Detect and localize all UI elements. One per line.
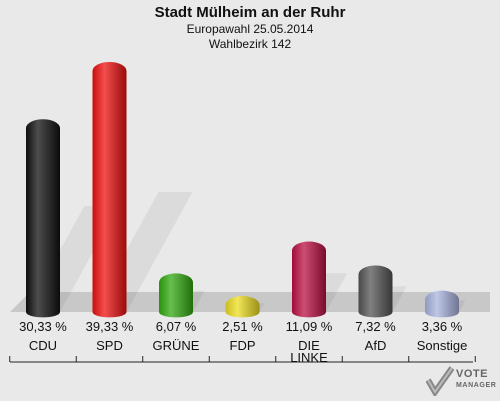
bar-spd <box>92 62 127 318</box>
value-label-fdp: 2,51 % <box>222 319 263 334</box>
value-label-spd: 39,33 % <box>86 319 134 334</box>
bar-grüne <box>159 273 193 318</box>
value-label-afd: 7,32 % <box>355 319 396 334</box>
category-label-fdp: FDP <box>230 338 256 353</box>
checkmark-logo-icon <box>425 366 455 398</box>
bar-fdp <box>225 296 260 318</box>
category-label-cdu: CDU <box>29 338 57 353</box>
value-label-sonstige: 3,36 % <box>422 319 463 334</box>
logo-line-vote: VOTE <box>456 368 488 380</box>
value-label-cdu: 30,33 % <box>19 319 67 334</box>
vote-manager-logo: VOTE MANAGER <box>425 366 498 398</box>
bar-afd <box>358 265 393 318</box>
chart-header: Stadt Mülheim an der Ruhr Europawahl 25.… <box>0 4 500 52</box>
category-label-spd: SPD <box>96 338 123 353</box>
category-label-die-linke-1: DIE <box>298 338 320 353</box>
bar-sonstige <box>425 290 459 318</box>
bar-cdu <box>26 119 60 318</box>
chart-title: Stadt Mülheim an der Ruhr <box>154 4 346 21</box>
chart-subtitle-district: Wahlbezirk 142 <box>208 37 292 51</box>
category-label-die-linke-2: LINKE <box>290 350 328 365</box>
bar-die-linke <box>292 241 326 318</box>
category-label-grüne: GRÜNE <box>153 338 200 353</box>
value-label-grüne: 6,07 % <box>156 319 197 334</box>
logo-line-manager: MANAGER <box>456 382 497 389</box>
logo-text: VOTE MANAGER <box>456 368 496 392</box>
category-label-sonstige: Sonstige <box>417 338 468 353</box>
value-label-die-linke: 11,09 % <box>286 319 333 334</box>
chart-subtitle-election: Europawahl 25.05.2014 <box>186 22 314 36</box>
category-label-afd: AfD <box>365 338 387 353</box>
